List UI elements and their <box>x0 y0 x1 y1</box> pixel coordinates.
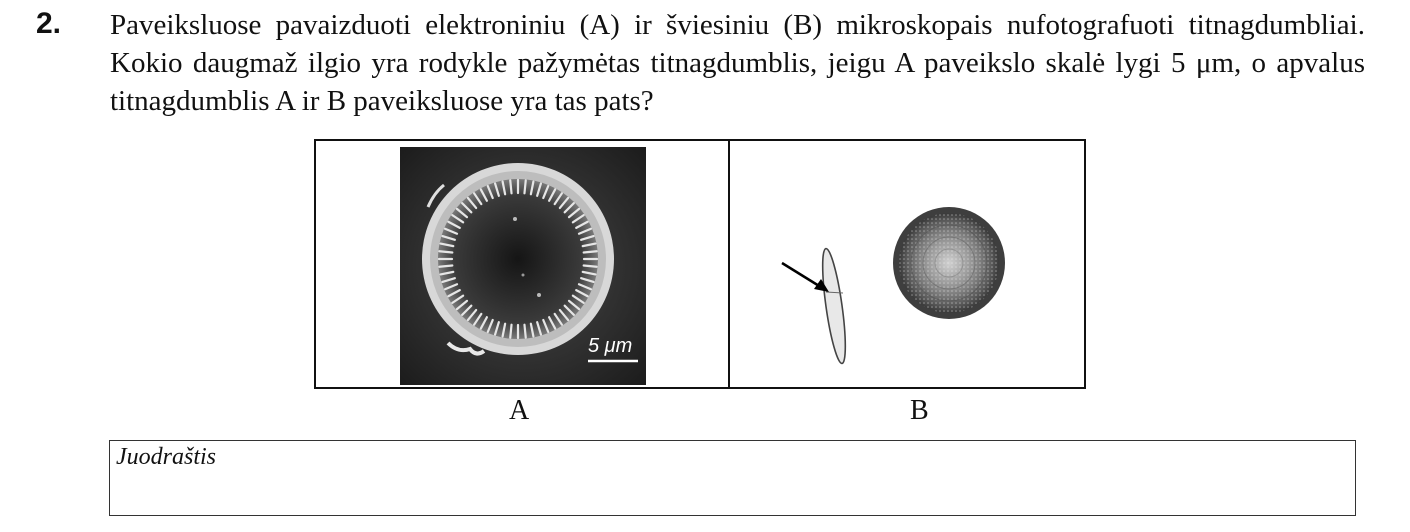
caption-a: A <box>509 395 530 426</box>
arrow-pointer-icon <box>781 261 829 292</box>
caption-b: B <box>910 395 929 426</box>
circular-diatom-shape <box>893 207 1005 319</box>
figure-panel-b <box>730 141 1084 387</box>
draft-answer-box[interactable]: Juodraštis <box>109 440 1356 516</box>
scale-bar-label: 5 μm <box>588 335 633 357</box>
figure-panel-a: 5 μm <box>316 141 730 387</box>
sem-diatom-circular-image <box>400 147 646 385</box>
light-microscope-diatoms-image <box>781 207 1005 365</box>
elongated-diatom-shape <box>821 247 847 365</box>
draft-label: Juodraštis <box>116 444 217 470</box>
question-number: 2. <box>36 7 62 40</box>
figure-frame: 5 μm <box>314 139 1086 389</box>
question-text: Paveiksluose pavaizduoti elektroniniu (A… <box>110 9 1365 117</box>
